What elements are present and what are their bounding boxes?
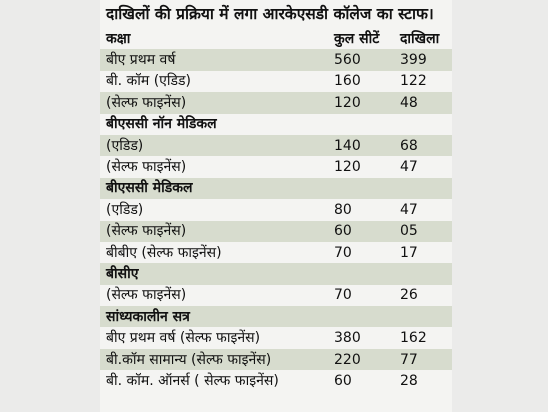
row-admissions: 17: [392, 241, 452, 264]
table-header-row: कक्षा कुल सीटें दाखिला: [100, 28, 452, 50]
row-class-name: सांध्यकालीन सत्र: [100, 306, 326, 328]
row-admissions: 77: [392, 348, 452, 371]
row-admissions: 47: [392, 199, 452, 221]
table-row: बीसीए: [100, 263, 452, 285]
table-row: बीएससी मेडिकल: [100, 177, 452, 200]
row-seats: [326, 306, 392, 328]
row-class-name: बीए प्रथम वर्ष: [100, 49, 326, 71]
row-seats: 380: [326, 327, 392, 349]
row-class-name: (सेल्फ फाइनेंस): [100, 220, 326, 242]
row-class-name: (सेल्फ फाइनेंस): [100, 156, 326, 178]
table-row: बीए प्रथम वर्ष (सेल्फ फाइनेंस) 380 162: [100, 327, 452, 349]
row-class-name: बी. कॉम. ऑनर्स ( सेल्फ फाइनेंस): [100, 370, 326, 392]
row-class-name: (एडिड): [100, 134, 326, 157]
header-class: कक्षा: [100, 28, 326, 50]
row-admissions: [392, 113, 452, 135]
row-class-name: बी. कॉम (एडिड): [100, 70, 326, 93]
row-class-name: बीए प्रथम वर्ष (सेल्फ फाइनेंस): [100, 327, 326, 349]
row-class-name: बीएससी मेडिकल: [100, 177, 326, 200]
photo-caption: दाखिलों की प्रक्रिया में लगा आरकेएसडी कॉ…: [106, 5, 434, 23]
row-seats: [326, 263, 392, 285]
row-seats: 80: [326, 199, 392, 221]
header-admissions: दाखिला: [392, 28, 452, 50]
row-admissions: 162: [392, 327, 452, 349]
table-row: बीएससी नॉन मेडिकल: [100, 113, 452, 135]
row-admissions: [392, 263, 452, 285]
table-row: बीए प्रथम वर्ष 560 399: [100, 49, 452, 71]
row-class-name: (सेल्फ फाइनेंस): [100, 92, 326, 114]
row-class-name: बीबीए (सेल्फ फाइनेंस): [100, 241, 326, 264]
table-row: (सेल्फ फाइनेंस) 120 47: [100, 156, 452, 178]
row-seats: 220: [326, 348, 392, 371]
table-row: (सेल्फ फाइनेंस) 120 48: [100, 92, 452, 114]
table-row: सांध्यकालीन सत्र: [100, 306, 452, 328]
row-admissions: 47: [392, 156, 452, 178]
row-seats: [326, 177, 392, 200]
right-margin: [452, 0, 548, 412]
header-seats: कुल सीटें: [326, 28, 392, 50]
row-admissions: 28: [392, 370, 452, 392]
row-admissions: 399: [392, 49, 452, 71]
left-margin: [0, 0, 100, 412]
row-seats: 140: [326, 134, 392, 157]
row-admissions: 05: [392, 220, 452, 242]
row-seats: 120: [326, 156, 392, 178]
table-row: बी. कॉम. ऑनर्स ( सेल्फ फाइनेंस) 60 28: [100, 370, 452, 392]
row-class-name: बीसीए: [100, 263, 326, 285]
row-class-name: बीएससी नॉन मेडिकल: [100, 113, 326, 135]
row-seats: 60: [326, 220, 392, 242]
row-class-name: बी.कॉम सामान्य (सेल्फ फाइनेंस): [100, 348, 326, 371]
row-class-name: (एडिड): [100, 199, 326, 221]
table-row: बी.कॉम सामान्य (सेल्फ फाइनेंस) 220 77: [100, 348, 452, 371]
row-class-name: (सेल्फ फाइनेंस): [100, 284, 326, 307]
table-row: (एडिड) 80 47: [100, 199, 452, 221]
row-seats: 560: [326, 49, 392, 71]
table-row: (सेल्फ फाइनेंस) 60 05: [100, 220, 452, 242]
row-seats: 120: [326, 92, 392, 114]
row-seats: 160: [326, 70, 392, 93]
row-admissions: [392, 306, 452, 328]
row-admissions: 48: [392, 92, 452, 114]
row-seats: 70: [326, 284, 392, 307]
table-row: (सेल्फ फाइनेंस) 70 26: [100, 284, 452, 307]
table-row: बीबीए (सेल्फ फाइनेंस) 70 17: [100, 241, 452, 264]
admissions-table: कक्षा कुल सीटें दाखिला बीए प्रथम वर्ष 560…: [100, 28, 452, 392]
row-seats: 70: [326, 241, 392, 264]
row-admissions: [392, 177, 452, 200]
row-admissions: 26: [392, 284, 452, 307]
admissions-table-card: दाखिलों की प्रक्रिया में लगा आरकेएसडी कॉ…: [100, 0, 452, 412]
row-seats: 60: [326, 370, 392, 392]
row-admissions: 68: [392, 134, 452, 157]
table-row: (एडिड) 140 68: [100, 134, 452, 157]
table-row: बी. कॉम (एडिड) 160 122: [100, 70, 452, 93]
row-admissions: 122: [392, 70, 452, 93]
row-seats: [326, 113, 392, 135]
